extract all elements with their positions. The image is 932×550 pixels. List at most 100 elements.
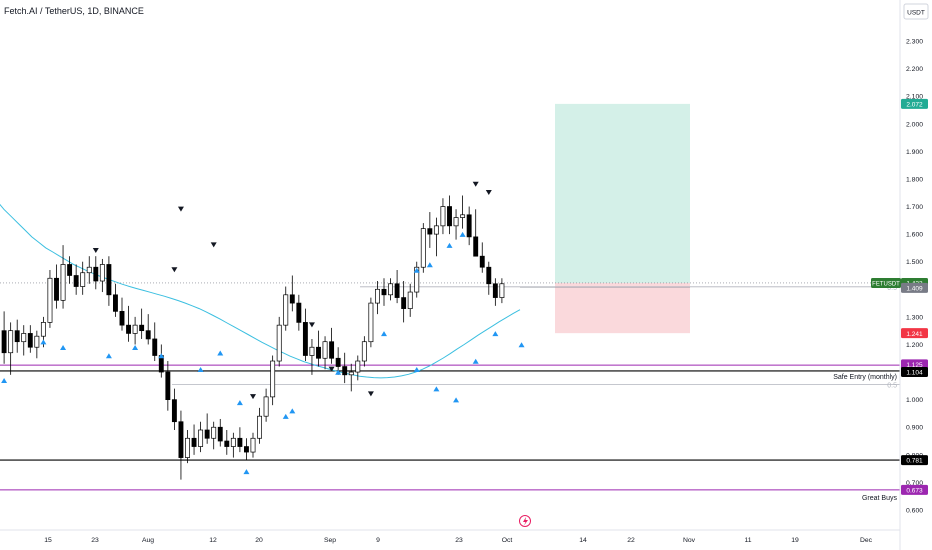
signal-down-marker xyxy=(250,394,256,400)
candle-body xyxy=(368,302,374,343)
candle xyxy=(388,278,394,301)
time-tick-label: 15 xyxy=(44,537,52,544)
signal-up-marker xyxy=(426,262,433,268)
candle xyxy=(368,297,374,348)
candle-body xyxy=(230,437,236,447)
candle-body xyxy=(73,275,79,287)
lightning-icon[interactable] xyxy=(519,515,531,527)
candle-body xyxy=(152,338,158,356)
price-tick-label: 1.000 xyxy=(906,397,923,404)
time-tick-label: 19 xyxy=(791,537,799,544)
signal-up-marker xyxy=(132,344,139,350)
price-tick-label: 1.900 xyxy=(906,149,923,156)
price-tick-label: 2.100 xyxy=(906,94,923,101)
candle-body xyxy=(270,360,276,398)
black-lower-badge xyxy=(901,455,928,466)
candle-body xyxy=(447,206,452,227)
currency-button[interactable] xyxy=(903,3,929,20)
candle-body xyxy=(355,360,361,373)
candle-body xyxy=(440,206,446,227)
candle-body xyxy=(381,288,387,296)
candle-body xyxy=(126,324,131,334)
candle xyxy=(165,361,171,411)
candle xyxy=(460,195,466,229)
candle xyxy=(27,325,33,353)
stop-badge-text: 1.241 xyxy=(906,331,923,338)
signal-down-marker xyxy=(328,366,335,372)
signal-up-marker xyxy=(40,339,47,345)
candle-body xyxy=(119,311,125,326)
candle xyxy=(309,338,315,375)
candle-body xyxy=(191,437,197,447)
candle-body xyxy=(60,264,66,301)
candle xyxy=(126,305,131,342)
signal-up-marker xyxy=(197,367,204,373)
candle xyxy=(414,261,420,298)
signal-up-marker xyxy=(459,231,466,237)
great-buys-badge xyxy=(901,484,928,495)
candle-body xyxy=(217,426,223,442)
candle-body xyxy=(414,266,420,293)
candle-body xyxy=(499,283,505,298)
candle-body xyxy=(322,341,328,359)
candle xyxy=(250,432,256,458)
safe-entry-badge xyxy=(901,367,928,378)
candle xyxy=(145,314,151,345)
signal-up-marker xyxy=(446,242,453,248)
candle-body xyxy=(224,440,230,447)
signal-up-marker xyxy=(492,331,499,337)
candle xyxy=(329,327,335,364)
candle-body xyxy=(250,437,256,453)
candle-body xyxy=(473,236,479,257)
candle xyxy=(204,413,210,444)
signal-down-marker xyxy=(472,181,479,187)
time-tick-label: 22 xyxy=(627,537,635,544)
candle xyxy=(152,322,158,362)
candle xyxy=(355,355,361,381)
candle xyxy=(322,336,328,370)
candle-body xyxy=(27,333,33,348)
signal-up-marker xyxy=(453,397,460,403)
candle-body xyxy=(276,324,282,362)
candle xyxy=(375,281,380,315)
candle-body xyxy=(289,294,295,304)
candle xyxy=(342,352,348,384)
price-tick-label: 1.700 xyxy=(906,204,923,211)
signal-up-marker xyxy=(158,353,165,359)
safe-entry-label: Safe Entry (monthly) xyxy=(833,374,897,381)
candle xyxy=(60,245,66,309)
signal-down-marker xyxy=(308,322,315,328)
time-tick-label: 9 xyxy=(376,537,380,544)
lightning-icon-bolt xyxy=(523,517,528,526)
price-tick-label: 1.800 xyxy=(906,176,923,183)
candle xyxy=(171,388,177,430)
signal-up-marker xyxy=(289,408,296,414)
signal-up-marker xyxy=(518,342,525,348)
candle xyxy=(296,294,302,331)
signal-up-marker xyxy=(243,469,250,475)
candle xyxy=(394,269,400,304)
candles xyxy=(1,195,505,480)
candle-body xyxy=(309,346,315,356)
price-tick-label: 2.200 xyxy=(906,66,923,73)
candle-body xyxy=(316,346,321,359)
candle-body xyxy=(80,272,86,287)
candle-body xyxy=(401,297,407,309)
loss-zone[interactable] xyxy=(555,282,690,334)
price-tick-label: 1.500 xyxy=(906,259,923,266)
time-tick-label: 23 xyxy=(455,537,463,544)
candle-body xyxy=(296,302,302,323)
candle xyxy=(224,429,230,455)
candle xyxy=(112,283,118,317)
purple-upper-badge-text: 1.125 xyxy=(906,362,923,369)
time-tick-label: 14 xyxy=(579,537,587,544)
signal-down-marker xyxy=(210,242,217,248)
signal-down-marker xyxy=(485,190,492,196)
candle-body xyxy=(132,324,138,334)
profit-zone[interactable] xyxy=(555,103,690,283)
candle xyxy=(93,256,99,290)
candle xyxy=(54,264,59,309)
candle xyxy=(185,429,190,464)
price-tick-label: 0.600 xyxy=(906,508,923,515)
